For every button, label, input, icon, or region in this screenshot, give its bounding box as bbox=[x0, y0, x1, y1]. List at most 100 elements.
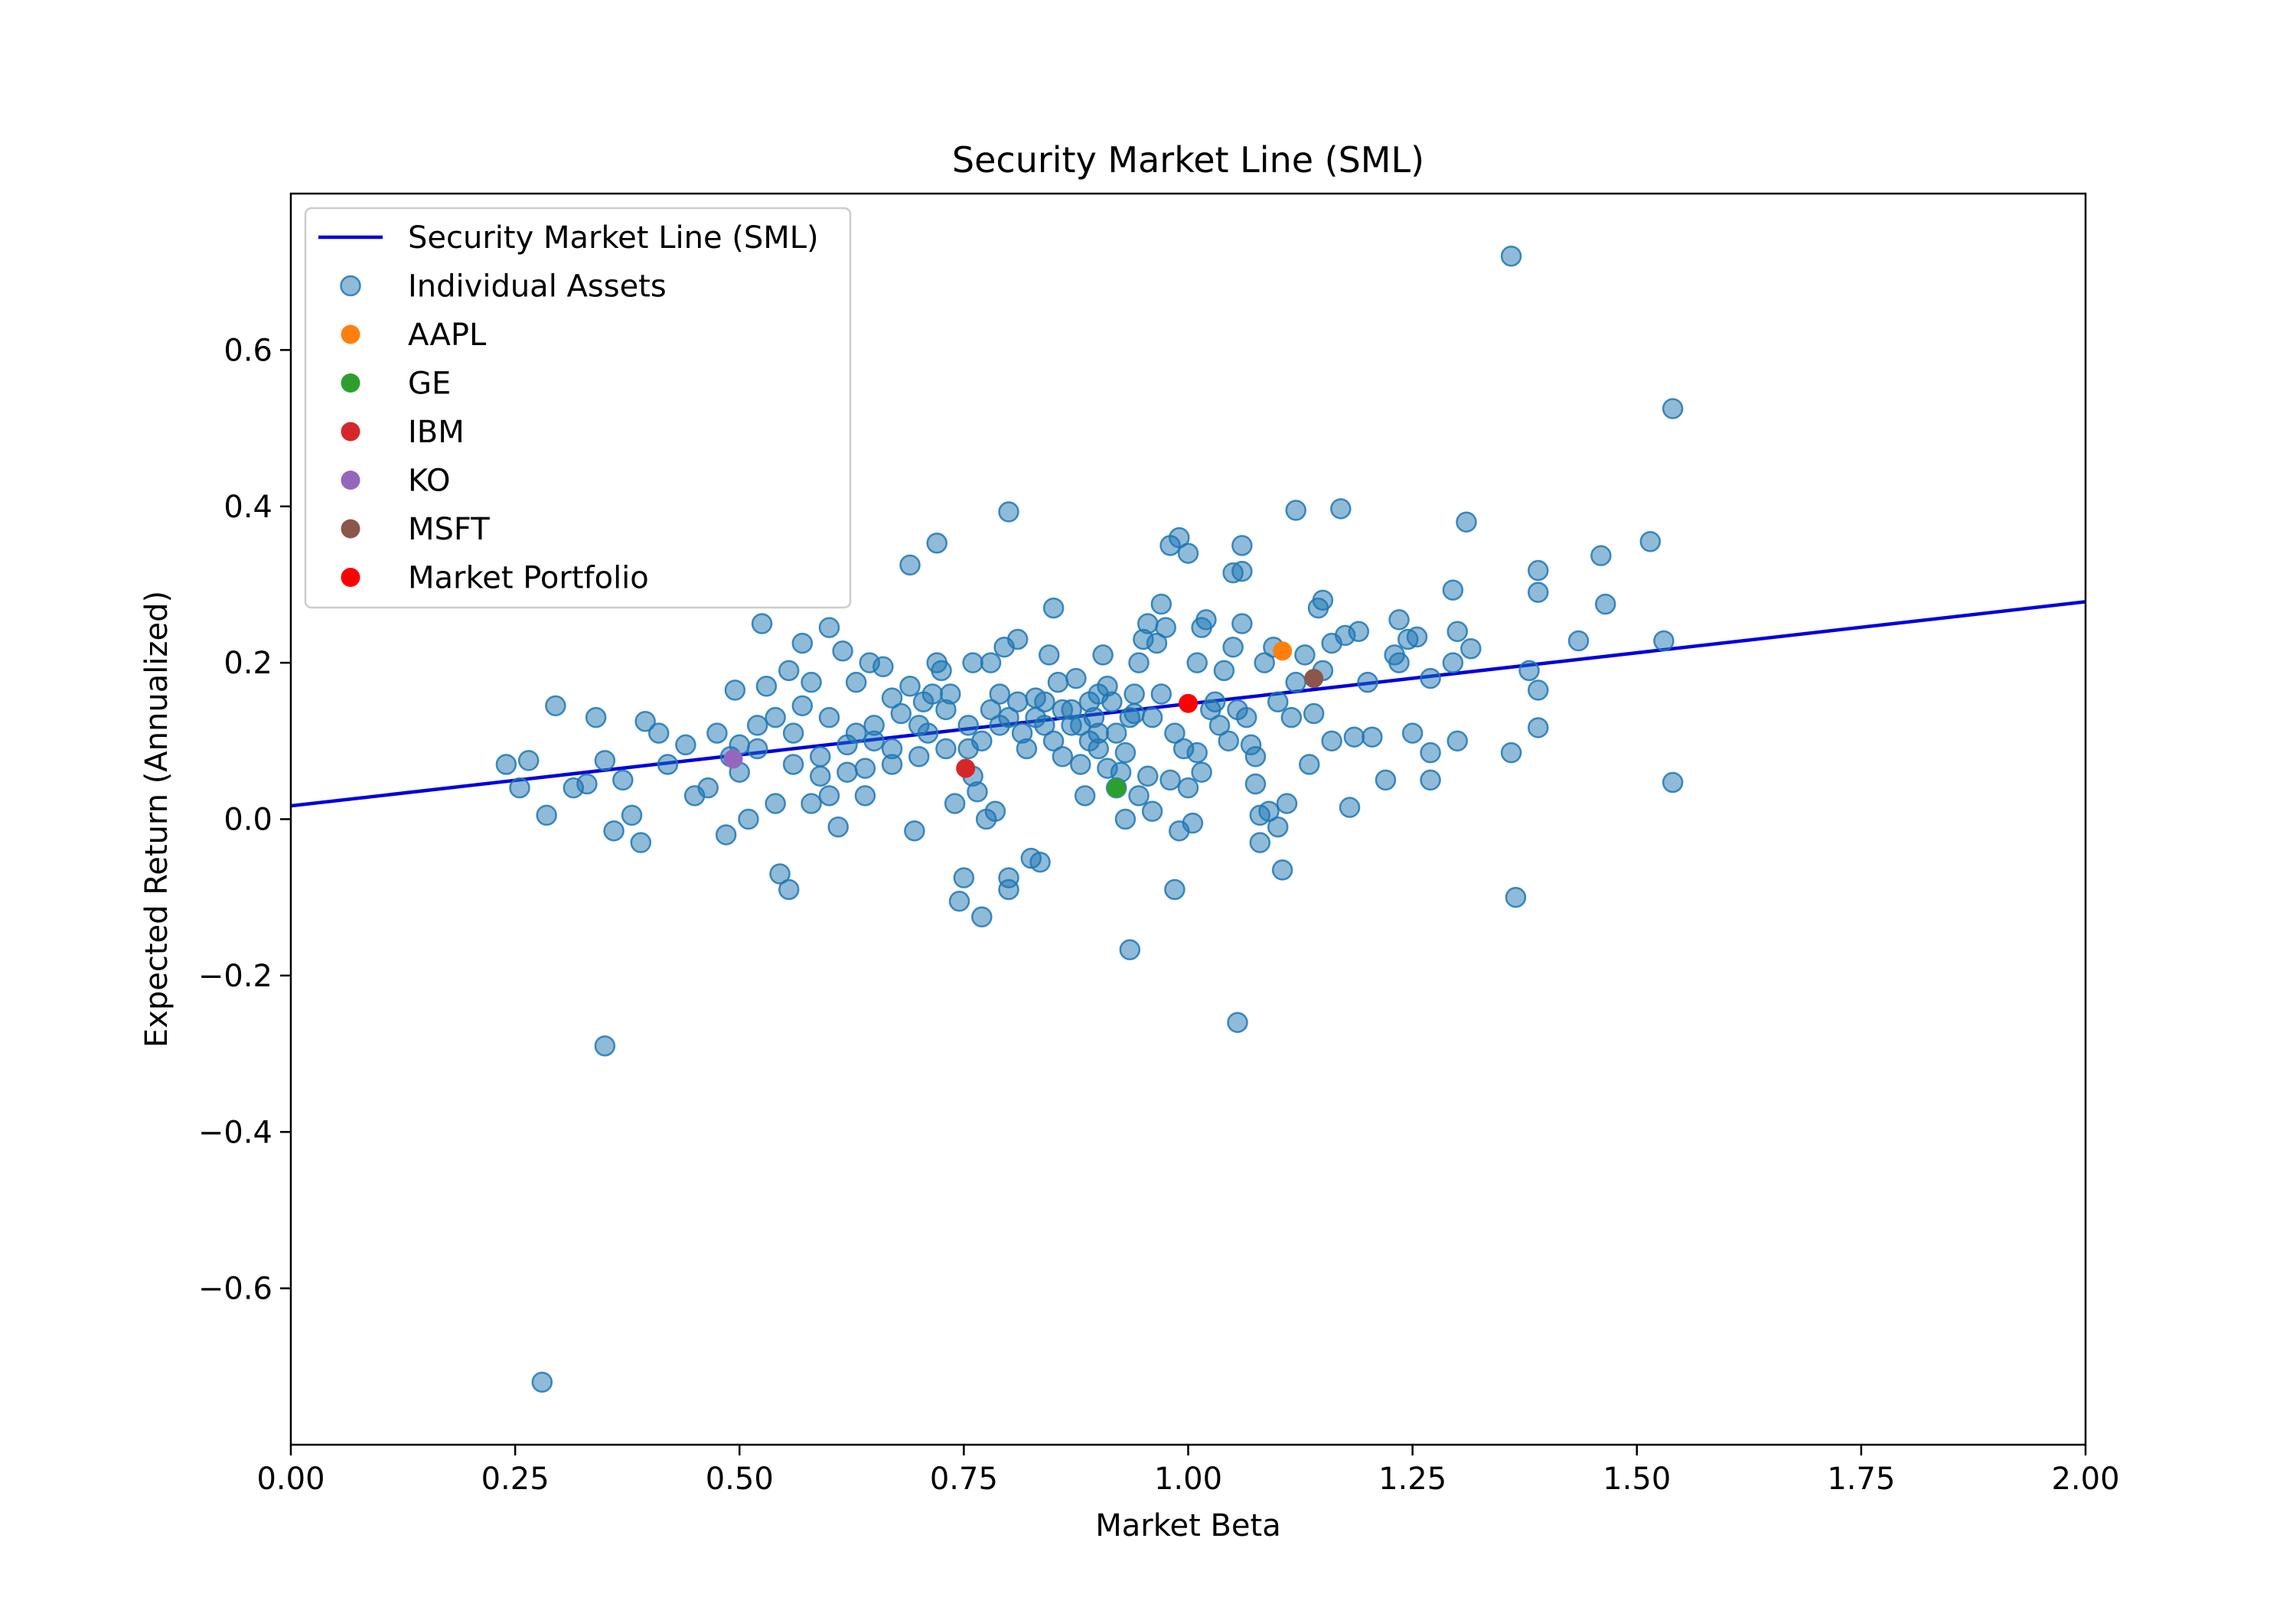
asset-point bbox=[1150, 683, 1172, 705]
y-tick-label: −0.6 bbox=[198, 1272, 272, 1307]
asset-point bbox=[980, 652, 1002, 673]
asset-point bbox=[1388, 609, 1410, 631]
x-tick-label: 0.75 bbox=[930, 1462, 998, 1497]
asset-point bbox=[1042, 597, 1065, 619]
asset-point bbox=[1528, 559, 1549, 582]
asset-point bbox=[904, 820, 925, 842]
legend-swatch-dot bbox=[341, 471, 360, 490]
asset-point bbox=[1285, 671, 1306, 693]
asset-point bbox=[545, 695, 566, 717]
asset-point bbox=[765, 706, 786, 728]
asset-point bbox=[881, 687, 903, 709]
asset-point bbox=[801, 671, 822, 693]
x-tick-label: 2.00 bbox=[2051, 1462, 2119, 1497]
axes-frame bbox=[289, 192, 2087, 1446]
asset-point bbox=[1006, 691, 1029, 712]
asset-point bbox=[1020, 847, 1042, 869]
asset-point bbox=[1528, 582, 1549, 603]
x-tick-label: 1.50 bbox=[1603, 1462, 1671, 1497]
asset-point bbox=[647, 722, 670, 744]
asset-point bbox=[899, 676, 921, 697]
asset-point bbox=[1150, 593, 1172, 615]
asset-point bbox=[1249, 832, 1271, 853]
asset-point bbox=[1456, 511, 1477, 533]
asset-point bbox=[1460, 637, 1482, 660]
asset-point bbox=[1662, 771, 1684, 794]
asset-point bbox=[1128, 785, 1150, 807]
legend-swatch-dot bbox=[341, 422, 360, 442]
asset-point bbox=[1177, 777, 1199, 799]
asset-point bbox=[765, 793, 786, 814]
asset-point bbox=[1159, 769, 1181, 791]
asset-point bbox=[1321, 632, 1342, 654]
asset-point bbox=[594, 1035, 616, 1057]
asset-point bbox=[1137, 765, 1159, 787]
legend-label: KO bbox=[408, 464, 451, 499]
asset-point bbox=[1420, 667, 1441, 689]
asset-point bbox=[1070, 754, 1091, 775]
asset-point bbox=[1446, 730, 1468, 752]
asset-point bbox=[845, 722, 867, 744]
asset-point bbox=[1528, 680, 1549, 701]
asset-point bbox=[778, 660, 800, 682]
asset-point bbox=[657, 754, 679, 775]
asset-point bbox=[1078, 691, 1101, 712]
x-axis-ticks: 0.00 0.25 0.50 0.75 1.00 1.25 1.50 1.75 2.00 bbox=[256, 1445, 2120, 1497]
asset-point bbox=[1039, 644, 1060, 666]
asset-point bbox=[1133, 628, 1154, 650]
asset-point bbox=[738, 808, 759, 830]
asset-point bbox=[1061, 715, 1082, 736]
asset-point bbox=[854, 785, 876, 807]
asset-point bbox=[899, 554, 921, 576]
asset-point bbox=[890, 702, 912, 725]
asset-point bbox=[1500, 741, 1522, 764]
asset-point bbox=[863, 715, 885, 736]
asset-point bbox=[1231, 613, 1253, 634]
asset-point bbox=[1105, 722, 1127, 744]
asset-point bbox=[1235, 706, 1257, 728]
asset-point bbox=[706, 722, 728, 744]
asset-point bbox=[1088, 738, 1109, 760]
asset-point bbox=[1231, 560, 1253, 582]
x-tick-label: 0.25 bbox=[481, 1462, 550, 1497]
asset-point bbox=[998, 878, 1019, 901]
legend-label: Individual Assets bbox=[408, 269, 667, 305]
asset-point bbox=[724, 680, 746, 701]
asset-point bbox=[1177, 543, 1199, 564]
asset-point bbox=[1267, 691, 1289, 712]
asset-point bbox=[1249, 804, 1271, 826]
asset-point bbox=[621, 804, 643, 826]
asset-point bbox=[1244, 773, 1267, 795]
asset-point bbox=[818, 706, 840, 728]
asset-point bbox=[953, 867, 975, 888]
x-tick-label: 0.50 bbox=[706, 1462, 774, 1497]
asset-point bbox=[1208, 715, 1231, 736]
asset-point bbox=[1321, 730, 1342, 752]
legend-swatch-dot bbox=[341, 324, 360, 344]
highlight-point-ibm bbox=[956, 758, 976, 778]
asset-point bbox=[1442, 579, 1464, 601]
legend: Security Market Line (SML) Individual Ass… bbox=[304, 207, 852, 609]
asset-point bbox=[1074, 785, 1096, 807]
asset-point bbox=[1052, 746, 1074, 768]
asset-point bbox=[1442, 652, 1464, 673]
asset-point bbox=[1124, 702, 1145, 725]
asset-point bbox=[801, 793, 822, 814]
asset-point bbox=[634, 711, 656, 732]
asset-point bbox=[1119, 939, 1141, 960]
legend-box bbox=[304, 207, 852, 609]
asset-point bbox=[585, 706, 607, 728]
asset-point bbox=[854, 758, 876, 779]
chart-title: Security Market Line (SML) bbox=[952, 139, 1424, 181]
asset-point bbox=[818, 785, 840, 807]
asset-point bbox=[1124, 683, 1145, 705]
y-tick-label: 0.2 bbox=[223, 646, 272, 681]
asset-point bbox=[1267, 816, 1289, 838]
asset-point bbox=[1169, 820, 1190, 842]
asset-point bbox=[975, 808, 997, 830]
asset-point bbox=[1280, 706, 1303, 728]
y-tick-label: 0.6 bbox=[223, 333, 272, 368]
asset-point bbox=[594, 750, 616, 771]
asset-point bbox=[1016, 738, 1038, 760]
asset-point bbox=[859, 652, 881, 673]
